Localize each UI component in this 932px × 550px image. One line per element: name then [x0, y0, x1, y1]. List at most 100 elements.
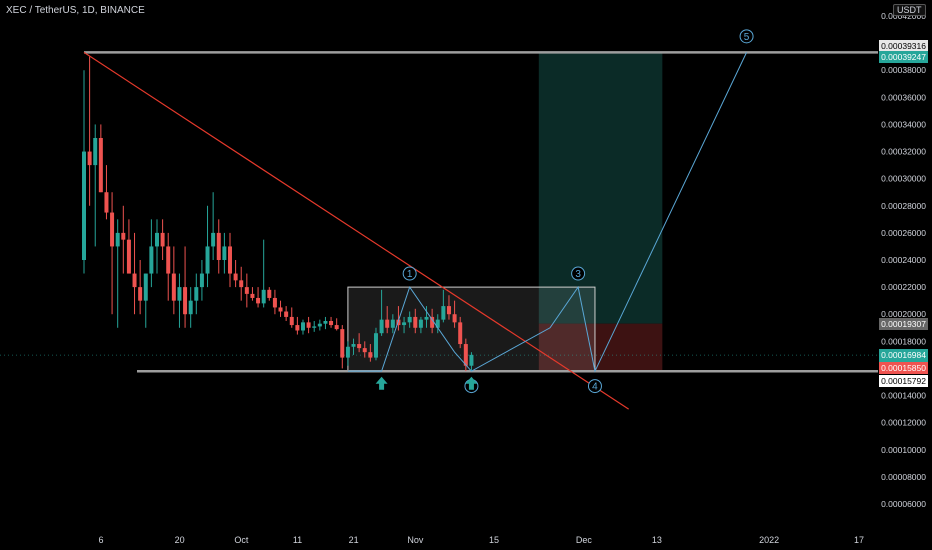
- candle-body: [188, 300, 193, 315]
- candle-body: [154, 232, 159, 247]
- wave-label-circle: [587, 379, 602, 394]
- candle-body: [126, 239, 131, 274]
- candle-body: [82, 151, 86, 260]
- candle-body: [413, 316, 418, 328]
- candle-body: [323, 321, 328, 324]
- candle-body: [446, 306, 451, 315]
- candle-body: [458, 322, 463, 345]
- candle-body: [104, 192, 109, 213]
- chart-title: XEC / TetherUS, 1D, BINANCE: [6, 5, 145, 16]
- candle-body: [267, 289, 272, 298]
- candle-body: [469, 354, 474, 366]
- candle-body: [160, 232, 165, 247]
- price-label: 0.00015850: [879, 362, 928, 375]
- y-tick-label: 0.00012000: [881, 418, 926, 428]
- candle-body: [300, 322, 305, 331]
- candle-body: [110, 212, 115, 247]
- x-tick-label: 13: [652, 535, 662, 545]
- candle-body: [149, 246, 154, 274]
- candle-body: [222, 246, 227, 260]
- target-zone: [538, 52, 663, 324]
- candle-body: [368, 352, 373, 358]
- candle-body: [183, 287, 188, 315]
- candle-body: [121, 232, 126, 240]
- candle-body: [205, 246, 210, 274]
- candle-body: [211, 232, 216, 247]
- price-label: 0.00039316: [879, 40, 928, 53]
- candle-body: [362, 348, 367, 353]
- up-arrow-icon: [375, 376, 388, 390]
- x-tick-label: 11: [293, 535, 302, 545]
- candle-body: [345, 346, 350, 358]
- price-label: 0.00039247: [879, 51, 928, 64]
- currency-button[interactable]: USDT: [893, 4, 926, 16]
- wave-label-circle: [739, 29, 754, 44]
- candle-body: [239, 280, 244, 288]
- candle-body: [177, 287, 182, 301]
- descending-trendline: [83, 51, 629, 410]
- candle-body: [430, 316, 435, 328]
- wave-path: [347, 52, 748, 373]
- candle-body: [329, 321, 334, 326]
- candle-body: [233, 273, 238, 281]
- candle-body: [402, 322, 407, 326]
- candle-body: [334, 325, 339, 330]
- x-tick-label: 21: [349, 535, 359, 545]
- candle-body: [284, 311, 289, 317]
- candle-body: [138, 287, 143, 301]
- candle-body: [351, 344, 356, 347]
- candles: [82, 56, 474, 372]
- y-tick-label: 0.00028000: [881, 201, 926, 211]
- y-tick-label: 0.00020000: [881, 309, 926, 319]
- candle-body: [295, 325, 300, 331]
- y-tick-label: 0.00026000: [881, 228, 926, 238]
- candle-body: [385, 319, 390, 328]
- candle-body: [166, 246, 171, 274]
- y-tick-label: 0.00010000: [881, 445, 926, 455]
- wave-label: 4: [592, 382, 598, 393]
- candle-body: [441, 306, 446, 320]
- candle-body: [261, 289, 266, 304]
- candle-body: [194, 287, 199, 301]
- candle-body: [435, 319, 440, 328]
- y-tick-label: 0.00008000: [881, 472, 926, 482]
- candle-body: [171, 273, 176, 301]
- x-tick-label: 15: [489, 535, 499, 545]
- x-tick-label: 6: [98, 535, 103, 545]
- candle-body: [115, 232, 120, 247]
- y-tick-label: 0.00014000: [881, 391, 926, 401]
- candle-body: [250, 293, 255, 298]
- candle-body: [216, 232, 221, 260]
- wave-label-circle: [402, 266, 417, 281]
- up-arrow-icon: [465, 376, 478, 390]
- candle-body: [424, 316, 429, 320]
- candle-body: [357, 344, 362, 349]
- candle-body: [98, 138, 103, 193]
- y-tick-label: 0.00042000: [881, 11, 926, 21]
- candle-body: [407, 316, 412, 323]
- candle-body: [340, 329, 345, 358]
- candle-body: [463, 344, 468, 366]
- candle-body: [390, 319, 395, 328]
- wave-label: 5: [744, 32, 750, 43]
- y-tick-label: 0.00022000: [881, 282, 926, 292]
- wave-label-circle: [571, 266, 586, 281]
- candle-body: [278, 307, 283, 312]
- y-tick-label: 0.00036000: [881, 92, 926, 102]
- candle-body: [452, 314, 457, 323]
- candle-body: [289, 316, 294, 326]
- y-tick-label: 0.00032000: [881, 147, 926, 157]
- y-tick-label: 0.00024000: [881, 255, 926, 265]
- candle-body: [312, 326, 317, 328]
- price-label: 0.00015792: [879, 375, 928, 388]
- candle-body: [87, 151, 92, 166]
- candle-body: [244, 287, 249, 294]
- candle-body: [272, 297, 277, 308]
- candle-body: [317, 323, 322, 327]
- y-tick-label: 0.00038000: [881, 65, 926, 75]
- candle-body: [132, 273, 137, 288]
- price-label: 0.00019307: [879, 317, 928, 330]
- wave-label: 1: [407, 269, 413, 280]
- x-tick-label: 2022: [759, 535, 779, 545]
